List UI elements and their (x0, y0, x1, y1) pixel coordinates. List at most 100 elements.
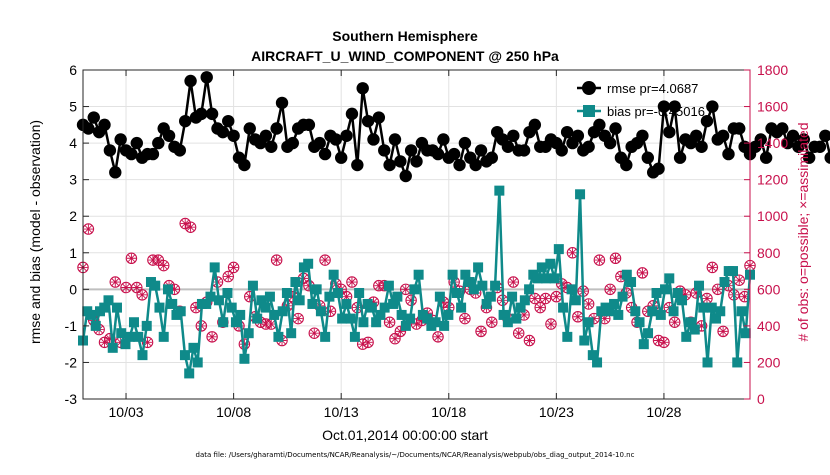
bias-point (613, 310, 623, 320)
obs-assimilated-point (159, 261, 168, 270)
rmse-point (593, 119, 605, 131)
rmse-point (357, 82, 369, 94)
bias-point (545, 259, 555, 269)
obs-assimilated-point (708, 263, 717, 272)
bias-point (732, 357, 742, 367)
bias-point (456, 303, 466, 313)
bias-point (333, 288, 343, 298)
rmse-point (556, 144, 568, 156)
rmse-point (437, 133, 449, 145)
bias-point (486, 292, 496, 302)
bias-point (720, 277, 730, 287)
bias-point (669, 306, 679, 316)
obs-assimilated-point (584, 299, 593, 308)
y-left-tick-label: 2 (69, 208, 77, 224)
y-right-tick-label: 600 (757, 281, 781, 297)
rmse-point (642, 152, 654, 164)
rmse-point (529, 119, 541, 131)
rmse-point (663, 126, 675, 138)
bias-point (448, 270, 458, 280)
obs-assimilated-point (606, 285, 615, 294)
bias-point (346, 314, 356, 324)
bias-point (159, 332, 169, 342)
y-left-tick-label: 6 (69, 62, 77, 78)
chart-subtitle: AIRCRAFT_U_WIND_COMPONENT @ 250 hPa (251, 48, 559, 64)
rmse-point (609, 122, 621, 134)
bias-point (295, 295, 305, 305)
y-right-tick-label: 0 (757, 391, 765, 407)
bias-point (439, 321, 449, 331)
bias-point (477, 281, 487, 291)
rmse-layer (77, 71, 830, 182)
bias-point (252, 314, 262, 324)
bias-point (524, 284, 534, 294)
obs-assimilated-point (552, 292, 561, 301)
obs-assimilated-point (294, 314, 303, 323)
bias-point (494, 186, 504, 196)
bias-point (554, 244, 564, 254)
bias-point (239, 354, 249, 364)
rmse-point (819, 130, 830, 142)
rmse-point (179, 115, 191, 127)
rmse-point (287, 137, 299, 149)
bias-point (520, 295, 530, 305)
rmse-point (722, 148, 734, 160)
obs-assimilated-point (363, 338, 372, 347)
bias-point (618, 292, 628, 302)
x-tick-label: 10/13 (324, 404, 359, 420)
y-right-tick-label: 1800 (757, 62, 788, 78)
obs-assimilated-point (229, 263, 238, 272)
rmse-point (389, 133, 401, 145)
bias-point (188, 343, 198, 353)
obs-assimilated-point (84, 224, 93, 233)
x-tick-label: 10/08 (216, 404, 251, 420)
bias-point (137, 350, 147, 360)
legend-rmse-marker (582, 81, 596, 95)
rmse-point (270, 122, 282, 134)
y-axis-left-label: rmse and bias (model - observation) (27, 120, 43, 344)
rmse-point (319, 148, 331, 160)
bias-point (703, 357, 713, 367)
bias-point (290, 277, 300, 287)
rmse-point (572, 130, 584, 142)
obs-assimilated-point (476, 327, 485, 336)
obs-assimilated-point (735, 276, 744, 285)
obs-assimilated-point (536, 303, 545, 312)
rmse-point (469, 159, 481, 171)
rmse-point (690, 130, 702, 142)
bias-point (694, 281, 704, 291)
rmse-point (475, 144, 487, 156)
bias-point (473, 262, 483, 272)
y-left-tick-label: 4 (69, 135, 77, 151)
bias-point (435, 292, 445, 302)
bias-point (584, 317, 594, 327)
obs-assimilated-point (186, 223, 195, 232)
y-right-tick-label: 400 (757, 318, 781, 334)
rmse-point (260, 130, 272, 142)
rmse-point (453, 159, 465, 171)
bias-layer (78, 186, 755, 379)
y-left-tick-label: 1 (69, 245, 77, 261)
bias-point (630, 306, 640, 316)
data-file-footnote: data file: /Users/gharamti/Documents/NCA… (0, 451, 830, 459)
rmse-point (114, 133, 126, 145)
bias-point (737, 306, 747, 316)
rmse-point (776, 122, 788, 134)
bias-point (320, 332, 330, 342)
rmse-point (125, 148, 137, 160)
y-left-tick-label: -2 (65, 354, 78, 370)
rmse-point (313, 137, 325, 149)
bias-point (690, 325, 700, 335)
y-left-tick-label: -3 (65, 391, 78, 407)
bias-point (741, 328, 751, 338)
obs-assimilated-point (702, 294, 711, 303)
bias-point (150, 281, 160, 291)
rmse-point (346, 108, 358, 120)
legend: rmse pr=4.0687 bias pr=-0.45016 (577, 81, 705, 119)
rmse-point (394, 155, 406, 167)
bias-point (210, 262, 220, 272)
obs-assimilated-point (111, 277, 120, 286)
rmse-point (227, 130, 239, 142)
obs-assimilated-point (320, 255, 329, 264)
